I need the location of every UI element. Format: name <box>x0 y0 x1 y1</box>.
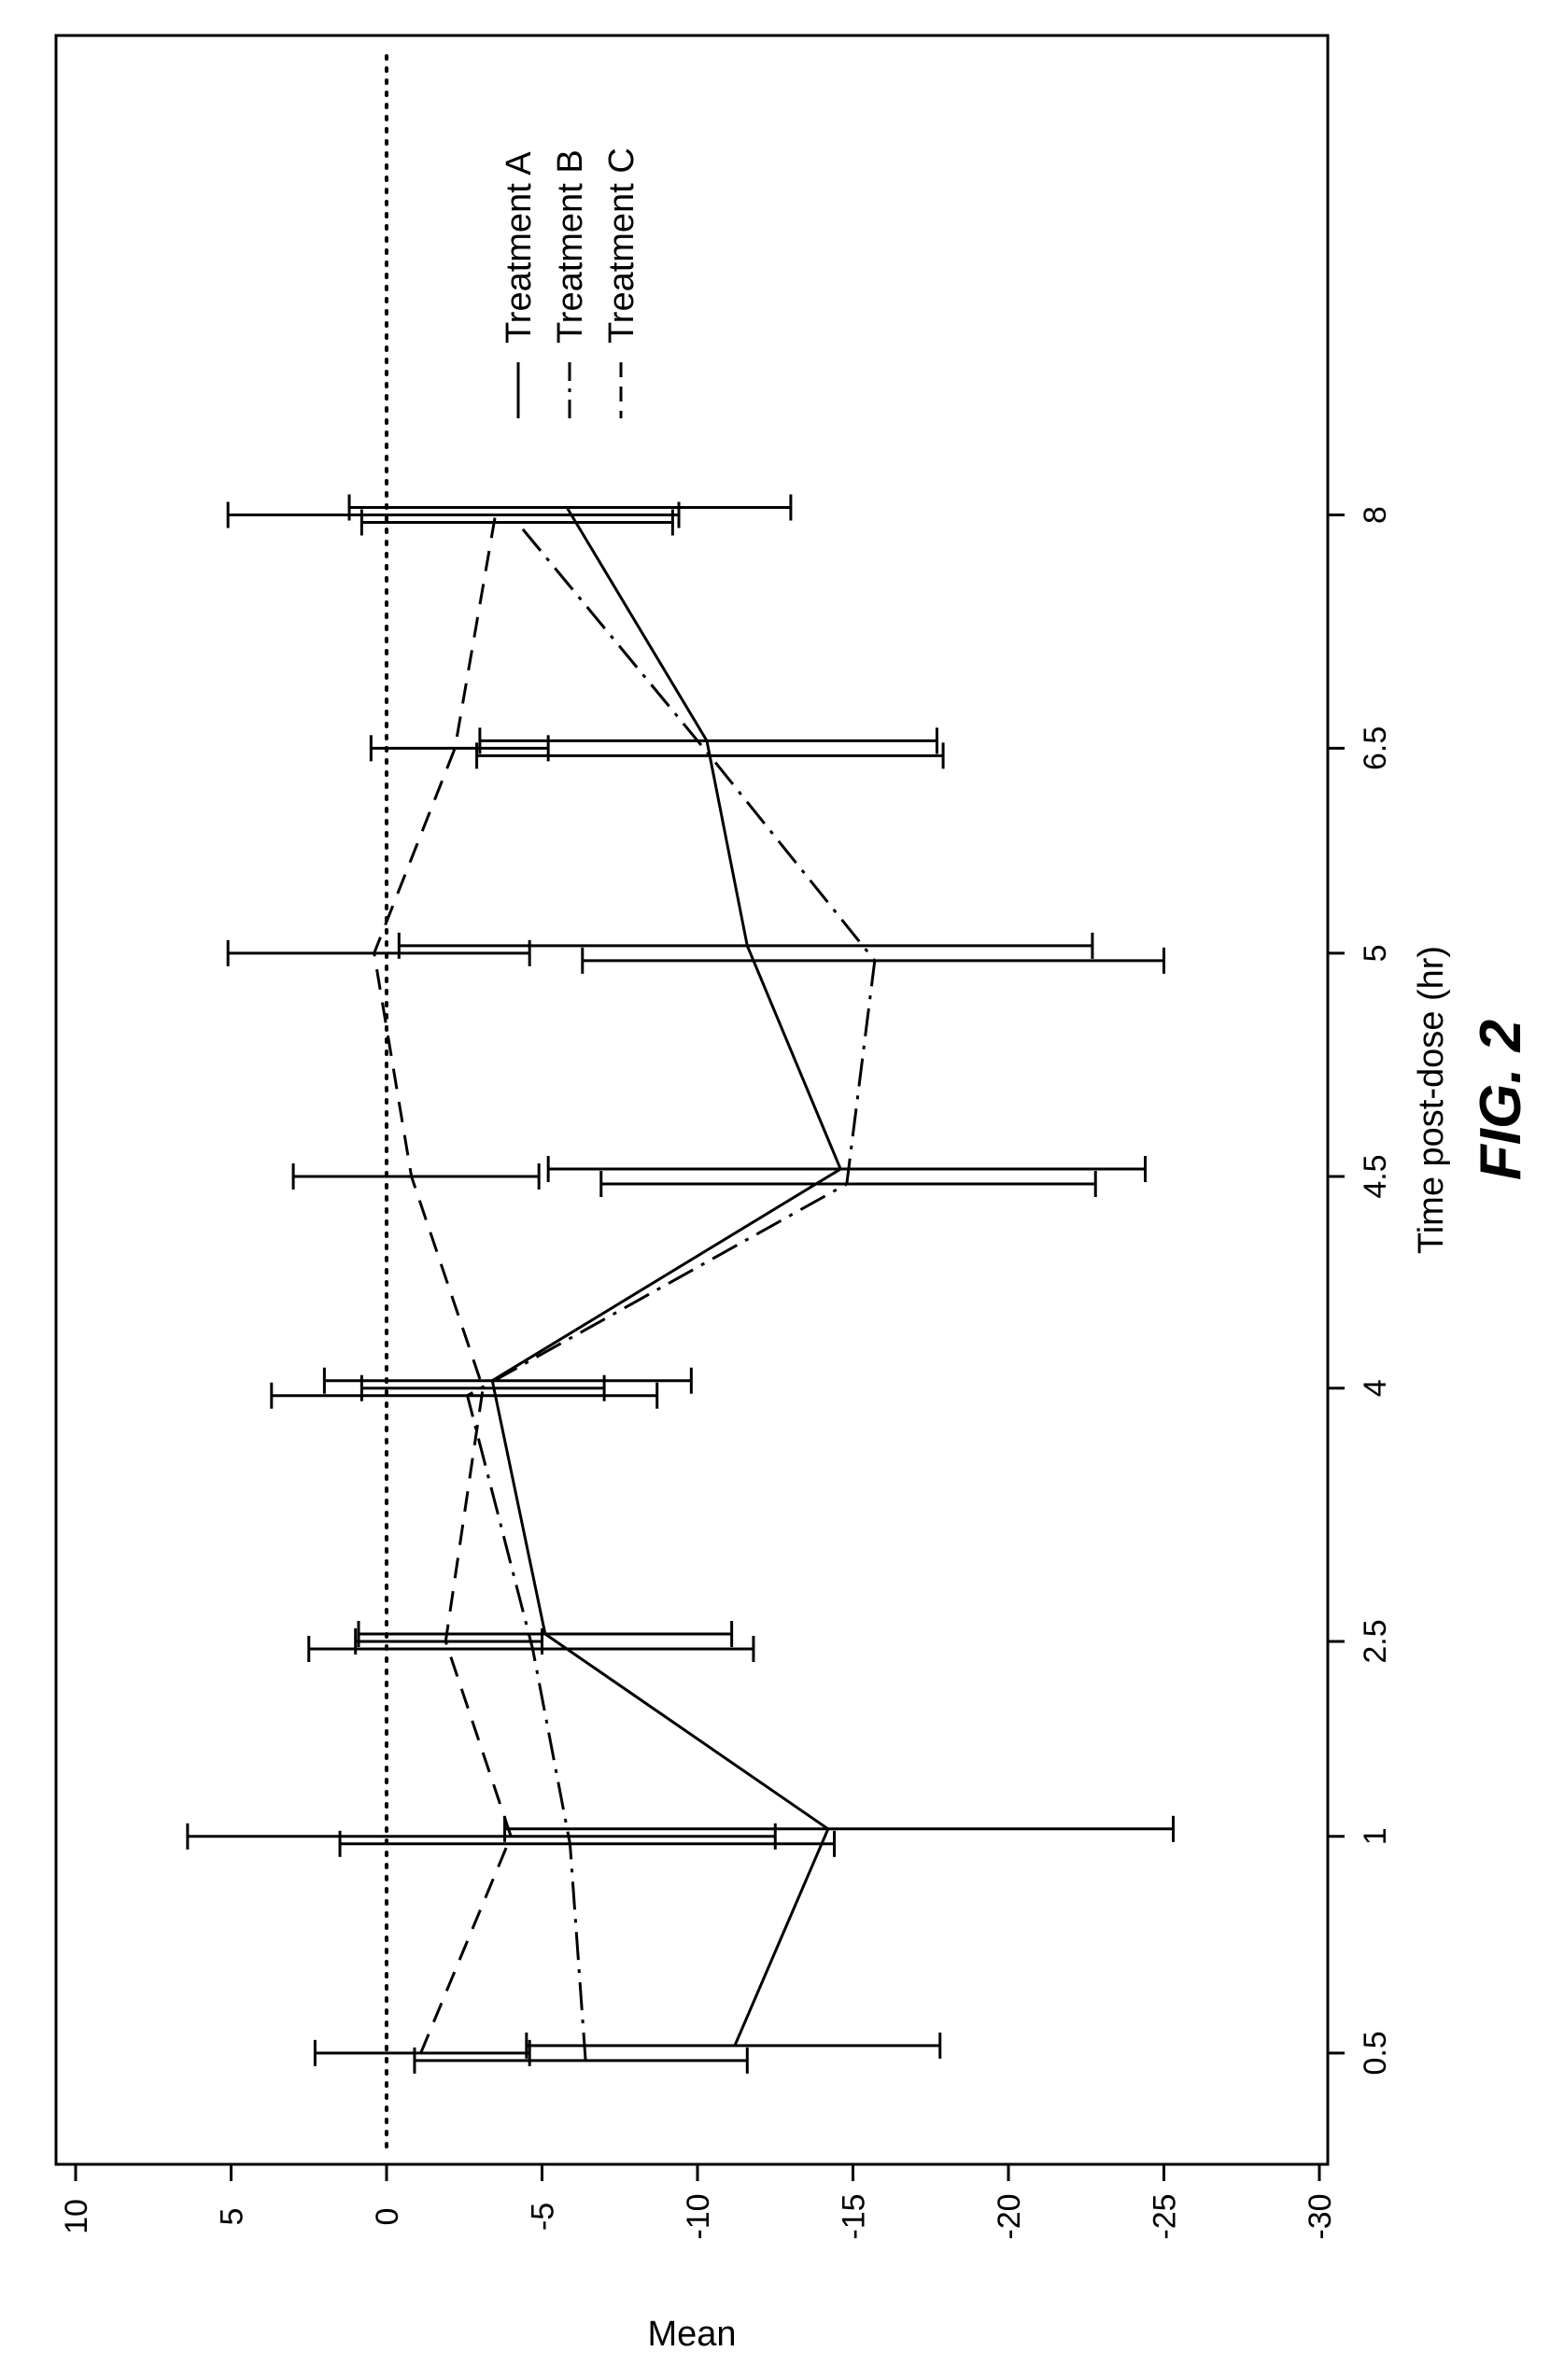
y-tick-label: -5 <box>526 2203 561 2231</box>
x-tick-label: 6.5 <box>1358 726 1393 770</box>
error-bar <box>527 2033 940 2059</box>
y-tick-label: -15 <box>837 2193 872 2239</box>
legend: Treatment A Treatment B Treatment C <box>500 148 641 418</box>
x-tick-label: 4 <box>1358 1379 1393 1397</box>
x-tick-label: 5 <box>1358 944 1393 962</box>
legend-label: Treatment A <box>500 151 539 344</box>
legend-label: Treatment B <box>551 149 590 344</box>
x-tick-label: 2.5 <box>1358 1619 1393 1663</box>
y-tick-label: 5 <box>215 2208 250 2226</box>
y-tick-label: 0 <box>370 2208 405 2226</box>
error-bar <box>361 509 672 535</box>
y-tick-label: -25 <box>1148 2193 1183 2239</box>
error-bar <box>228 501 679 528</box>
error-bar <box>315 2040 529 2066</box>
x-tick-label: 1 <box>1358 1827 1393 1845</box>
series-line-treatment-a <box>492 507 840 2045</box>
legend-label: Treatment C <box>602 148 641 344</box>
error-bar <box>272 1383 657 1409</box>
error-bar <box>415 2048 747 2074</box>
y-axis-label: Mean <box>647 2315 736 2354</box>
error-bar <box>371 735 548 761</box>
y-tick-label: -10 <box>681 2193 716 2239</box>
x-tick-label: 4.5 <box>1358 1154 1393 1198</box>
y-tick-label: -30 <box>1303 2193 1338 2239</box>
x-axis: 0.5 1 2.5 4 4.5 5 6.5 8 <box>1328 506 1393 2075</box>
series-line-treatment-c <box>374 514 512 2052</box>
x-tick-label: 0.5 <box>1358 2031 1393 2075</box>
x-axis-label: Time post-dose (hr) <box>1412 946 1451 1254</box>
figure-caption: FIG. 2 <box>1469 1020 1533 1180</box>
x-tick-label: 8 <box>1358 506 1393 524</box>
error-bar <box>356 1628 542 1655</box>
error-bar <box>349 494 791 520</box>
y-tick-label: 10 <box>59 2199 94 2234</box>
error-bar <box>340 1831 834 1857</box>
error-bar <box>505 1816 1174 1842</box>
error-bars-layer <box>188 494 1174 2073</box>
error-bar <box>293 1163 539 1190</box>
y-axis: 10 5 0 -5 -10 -15 -20 -25 -30 <box>59 2164 1338 2240</box>
y-tick-label: -20 <box>992 2193 1027 2239</box>
error-bar <box>188 1824 775 1850</box>
